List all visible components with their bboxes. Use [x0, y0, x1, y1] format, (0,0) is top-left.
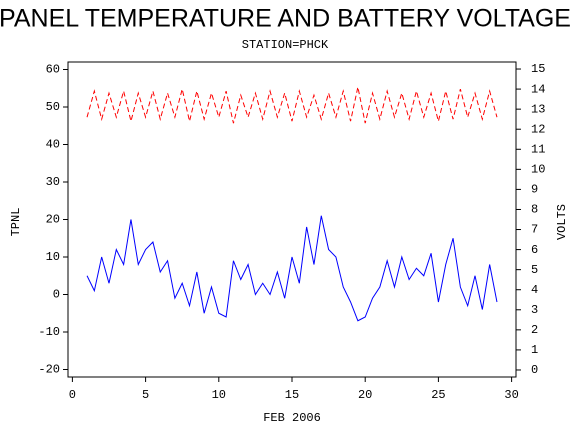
x-tick-label: 25 — [431, 388, 445, 402]
y-tick-label: 60 — [46, 63, 60, 77]
y2-tick-label: 4 — [531, 283, 538, 297]
y2-tick-label: 0 — [531, 363, 538, 377]
plot-frame — [67, 61, 517, 378]
y2-tick-label: 3 — [531, 303, 538, 317]
y2-tick-label: 6 — [531, 243, 538, 257]
y2-axis-label: VOLTS — [555, 204, 569, 240]
y-tick-label: -10 — [38, 325, 60, 339]
data-line — [86, 215, 498, 322]
y2-tick-label: 12 — [531, 122, 545, 136]
y2-tick-label: 8 — [531, 203, 538, 217]
y-tick-label: -20 — [38, 363, 60, 377]
y2-tick-label: 1 — [531, 343, 538, 357]
y-axis-label: TPNL — [9, 208, 23, 237]
chart-title: PANEL TEMPERATURE AND BATTERY VOLTAGE — [0, 5, 570, 33]
y2-tick-label: 7 — [531, 223, 538, 237]
x-tick-label: 20 — [358, 388, 372, 402]
x-tick-label: 5 — [142, 388, 149, 402]
x-tick-label: 10 — [212, 388, 226, 402]
x-axis-label: FEB 2006 — [263, 411, 321, 425]
y2-tick-label: 2 — [531, 323, 538, 337]
chart-subtitle: STATION=PHCK — [242, 38, 329, 52]
y-tick-label: 50 — [46, 100, 60, 114]
y2-tick-label: 15 — [531, 62, 545, 76]
y2-tick-label: 13 — [531, 102, 545, 116]
x-tick-label: 0 — [69, 388, 76, 402]
data-line — [86, 86, 498, 124]
y-tick-label: 20 — [46, 213, 60, 227]
y-tick-label: 10 — [46, 250, 60, 264]
y2-tick-label: 11 — [531, 142, 545, 156]
x-tick-label: 15 — [285, 388, 299, 402]
y-tick-label: 30 — [46, 175, 60, 189]
x-tick-label: 30 — [504, 388, 518, 402]
y2-tick-label: 9 — [531, 183, 538, 197]
y-tick-label: 40 — [46, 138, 60, 152]
y2-tick-label: 14 — [531, 82, 545, 96]
y2-tick-label: 5 — [531, 263, 538, 277]
y2-tick-label: 10 — [531, 163, 545, 177]
y-tick-label: 0 — [53, 288, 60, 302]
